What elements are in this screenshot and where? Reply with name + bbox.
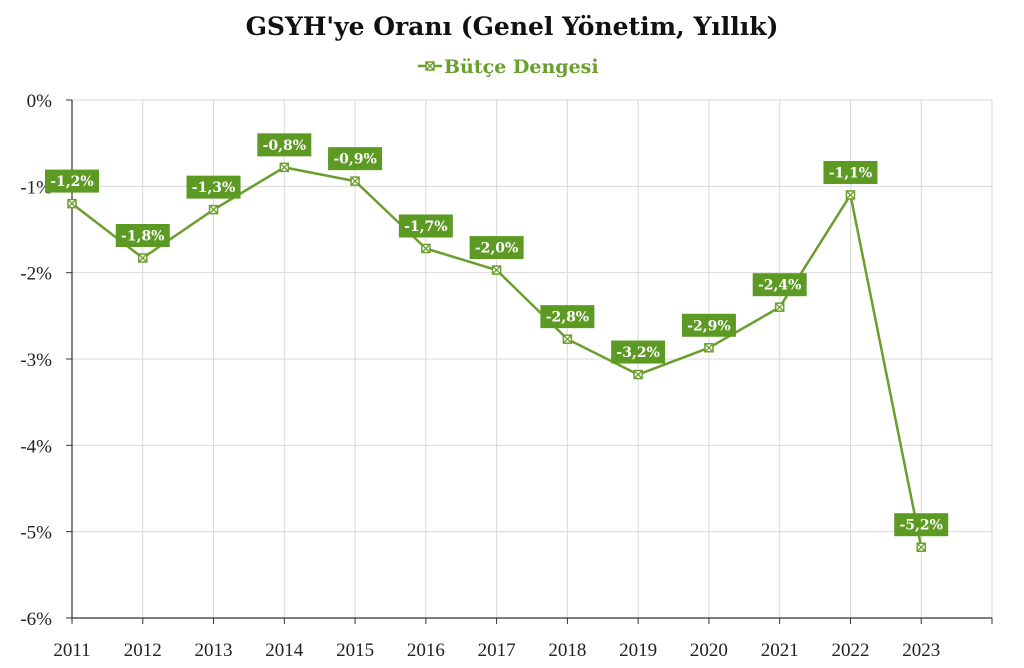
y-tick-label: -2% [20, 264, 52, 285]
legend: Bütçe Dengesi [418, 56, 599, 78]
data-point [845, 190, 856, 200]
data-label: -2,8% [540, 305, 595, 329]
y-tick-label: 0% [27, 91, 53, 112]
legend-marker-icon [425, 61, 435, 71]
legend-label: Bütçe Dengesi [444, 56, 599, 78]
x-tick-label: 2015 [336, 640, 374, 661]
data-label-text: -5,2% [899, 518, 942, 534]
data-point [421, 243, 431, 254]
data-label: -1,1% [823, 160, 878, 184]
data-label-text: -2,4% [758, 278, 801, 294]
x-tick-label: 2012 [124, 640, 162, 661]
data-label-box [186, 175, 241, 199]
data-point [279, 162, 290, 173]
x-tick-label: 2013 [195, 640, 233, 661]
x-tick-label: 2014 [265, 640, 304, 661]
data-point [491, 265, 502, 275]
data-label-text: -2,8% [546, 310, 589, 326]
x-tick-labels: 2011 2012 2013 2014 2015 2016 2017 2018 2019 2020… [53, 640, 940, 661]
data-point [774, 302, 785, 312]
data-label-text: -1,3% [192, 180, 235, 196]
y-tick-label: -6% [20, 609, 52, 630]
data-label-box [823, 160, 878, 184]
data-label-box [328, 147, 383, 171]
data-label-box [752, 273, 807, 297]
x-tick-label: 2020 [690, 640, 728, 661]
data-label-box [681, 313, 736, 337]
y-tick-label: -1% [20, 177, 52, 198]
data-label: -0,8% [257, 133, 312, 157]
data-label-text: -2,9% [687, 318, 730, 334]
data-label-box [469, 236, 524, 260]
data-label-text: -0,9% [333, 152, 376, 168]
x-tick-label: 2019 [619, 640, 657, 661]
series-group [67, 162, 926, 552]
data-point [208, 204, 219, 215]
data-label-text: -1,7% [404, 219, 447, 235]
data-label: -0,9% [328, 147, 383, 171]
data-label: -1,8% [115, 223, 170, 247]
data-label: -2,9% [681, 313, 736, 337]
data-label: -1,7% [398, 214, 453, 238]
x-tick-label: 2011 [53, 640, 90, 661]
y-tick-labels: 0% -1% -2% -3% -4% -5% -6% [20, 91, 52, 630]
data-point [704, 343, 714, 353]
data-label-box [45, 169, 99, 193]
data-point [67, 198, 77, 209]
chart-title: GSYH'ye Oranı (Genel Yönetim, Yıllık) [246, 12, 779, 41]
x-tick-label: 2021 [761, 640, 799, 661]
x-tick-label: 2023 [902, 640, 940, 661]
data-point [916, 542, 926, 552]
data-label-box [894, 513, 949, 537]
data-point [633, 369, 643, 380]
y-tick-label: -3% [20, 350, 52, 371]
data-label: -5,2% [894, 513, 949, 537]
data-label-box [115, 223, 170, 247]
data-label: -2,0% [469, 236, 524, 260]
y-tick-label: -5% [20, 523, 52, 544]
x-tick-label: 2017 [478, 640, 516, 661]
data-label: -1,2% [45, 169, 99, 193]
data-point [350, 176, 360, 186]
data-labels: -1,2% -1,8% -1,3% -0,8% -0,9% -1,7% -2,0% -2,8%… [45, 133, 949, 537]
x-tick-label: 2018 [548, 640, 586, 661]
y-tick-label: -4% [20, 436, 52, 457]
data-label: -2,4% [752, 273, 807, 297]
data-point [138, 253, 148, 263]
x-tick-label: 2022 [831, 640, 869, 661]
data-point [562, 334, 573, 344]
data-label-text: -1,2% [50, 174, 93, 190]
x-tick-label: 2016 [407, 640, 445, 661]
data-label-box [257, 133, 312, 157]
data-label-text: -0,8% [263, 138, 306, 154]
data-label-text: -1,1% [829, 165, 872, 181]
data-label-box [540, 305, 595, 329]
data-label-box [611, 340, 666, 364]
data-label-text: -2,0% [475, 241, 518, 257]
data-label: -3,2% [611, 340, 666, 364]
data-label: -1,3% [186, 175, 241, 199]
data-label-text: -1,8% [121, 228, 164, 244]
data-label-box [398, 214, 453, 238]
data-label-text: -3,2% [616, 345, 659, 361]
